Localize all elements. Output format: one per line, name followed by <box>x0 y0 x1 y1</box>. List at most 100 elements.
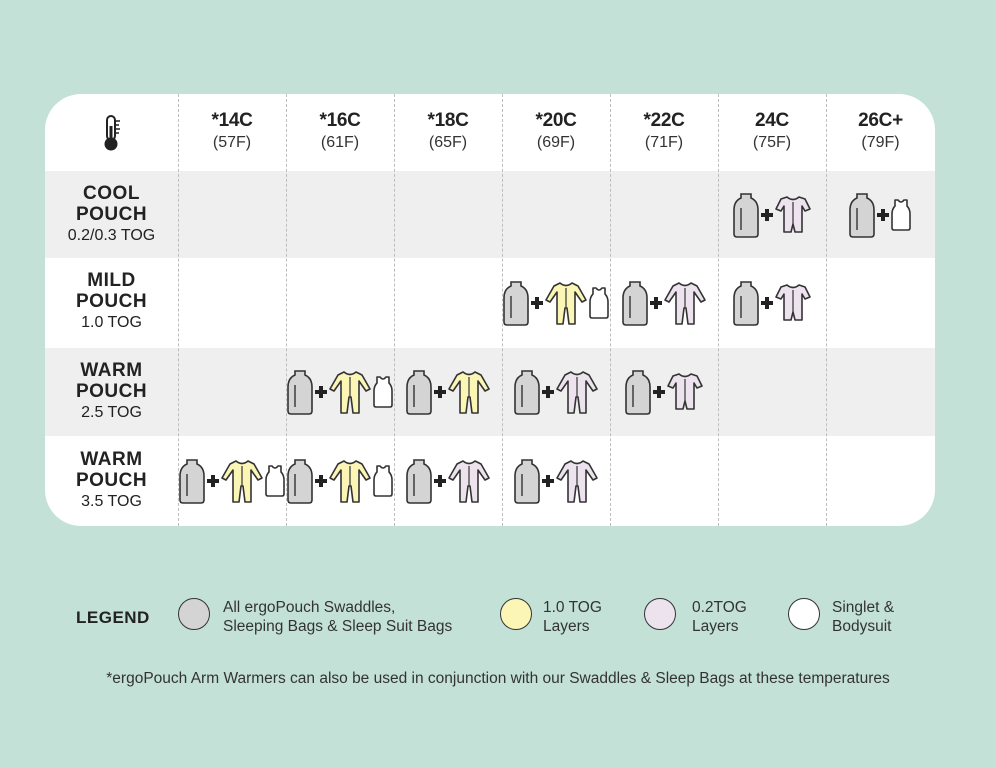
sleeping-bag-icon <box>514 370 540 415</box>
sleep-suit-icon <box>664 282 706 325</box>
row-label-warm-25: WARM POUCH 2.5 TOG <box>45 360 178 424</box>
outfit-cell <box>286 436 394 526</box>
row-tog: 2.5 TOG <box>81 404 142 421</box>
legend-swatch-grey <box>178 598 210 630</box>
column-divider <box>826 94 827 526</box>
romper-icon <box>775 284 811 321</box>
sleep-suit-icon <box>448 460 490 503</box>
outfit-cell <box>286 348 394 436</box>
sleep-suit-icon <box>556 371 598 414</box>
outfit-cell <box>394 436 502 526</box>
row-name: POUCH <box>75 381 148 402</box>
outfit-combo <box>502 458 610 504</box>
row-label-warm-35: WARM POUCH 3.5 TOG <box>45 449 178 513</box>
outfit-combo <box>286 369 394 415</box>
tog-chart-card: *14C (57F) *16C (61F) *18C (65F) *20C (69F) … <box>45 94 935 526</box>
temp-fahrenheit: (79F) <box>861 134 900 151</box>
row-name: POUCH <box>75 470 148 491</box>
temp-fahrenheit: (61F) <box>320 134 360 151</box>
row-name: POUCH <box>75 204 148 225</box>
column-divider <box>502 94 503 526</box>
outfit-combo <box>718 192 826 238</box>
column-divider <box>394 94 395 526</box>
sleeping-bag-icon <box>287 459 313 504</box>
outfit-cell <box>502 258 610 348</box>
sleeping-bag-icon <box>622 281 648 326</box>
sleeping-bag-icon <box>179 459 205 504</box>
sleeping-bag-icon <box>406 459 432 504</box>
sleep-suit-icon <box>329 460 371 503</box>
legend-item-02tog: 0.2TOG Layers <box>692 598 747 636</box>
outfit-combo <box>394 458 502 504</box>
legend-text-line: Singlet & <box>832 599 895 616</box>
outfit-cell <box>718 258 826 348</box>
legend-text-line: Bodysuit <box>832 618 892 635</box>
column-divider <box>610 94 611 526</box>
outfit-cell <box>178 436 286 526</box>
temp-fahrenheit: (75F) <box>752 134 792 151</box>
outfit-combo <box>826 192 934 238</box>
legend-item-bags: All ergoPouch Swaddles, Sleeping Bags & S… <box>223 598 452 636</box>
temperature-header: *14C (57F) *16C (61F) *18C (65F) *20C (69F) … <box>45 94 935 171</box>
legend-text-line: Sleeping Bags & Sleep Suit Bags <box>223 618 453 635</box>
sleep-suit-icon <box>556 460 598 503</box>
singlet-icon <box>891 198 911 231</box>
legend-swatch-lilac <box>644 598 676 630</box>
outfit-combo <box>502 369 610 415</box>
outfit-cell <box>394 348 502 436</box>
outfit-cell <box>610 258 718 348</box>
sleeping-bag-icon <box>625 370 651 415</box>
plus-icon <box>877 208 889 221</box>
temp-celsius: *18C <box>427 110 469 131</box>
outfit-combo <box>718 280 826 326</box>
sleeping-bag-icon <box>514 459 540 504</box>
plus-icon <box>207 475 219 487</box>
outfit-cell <box>826 171 934 258</box>
plus-icon <box>531 297 543 309</box>
legend: LEGEND All ergoPouch Swaddles, Sleeping B… <box>0 596 996 640</box>
temp-col-16: *16C (61F) <box>286 94 394 171</box>
outfit-combo <box>286 458 394 504</box>
sleep-suit-icon <box>545 282 587 325</box>
legend-item-singlet: Singlet & Bodysuit <box>832 598 894 636</box>
legend-swatch-yellow <box>500 598 532 630</box>
plus-icon <box>434 475 446 487</box>
outfit-combo <box>178 458 286 504</box>
legend-item-1tog: 1.0 TOG Layers <box>543 598 602 636</box>
sleeping-bag-icon <box>287 370 313 415</box>
row-warm-pouch-25 <box>45 348 935 436</box>
singlet-icon <box>265 465 285 497</box>
temp-col-18: *18C (65F) <box>394 94 502 171</box>
plus-icon <box>315 475 327 487</box>
plus-icon <box>315 386 327 398</box>
row-name: MILD <box>87 270 136 291</box>
legend-text-line: 0.2TOG <box>692 599 747 616</box>
outfit-combo <box>394 369 502 415</box>
romper-icon <box>667 373 703 410</box>
singlet-icon <box>373 465 393 497</box>
outfit-cell <box>718 171 826 258</box>
row-tog: 1.0 TOG <box>81 314 142 331</box>
legend-text-line: Layers <box>692 618 739 635</box>
outfit-combo <box>610 369 718 415</box>
temp-col-14: *14C (57F) <box>178 94 286 171</box>
sleeping-bag-icon <box>733 192 759 238</box>
temp-celsius: 24C <box>755 110 789 131</box>
column-divider <box>718 94 719 526</box>
column-divider <box>178 94 179 526</box>
outfit-combo <box>502 280 610 326</box>
row-label-cool: COOL POUCH 0.2/0.3 TOG <box>45 183 178 247</box>
temp-celsius: *16C <box>319 110 361 131</box>
temp-fahrenheit: (69F) <box>536 134 576 151</box>
plus-icon <box>761 208 773 221</box>
thermometer-icon <box>101 114 123 157</box>
temp-col-26: 26C+ (79F) <box>826 94 935 171</box>
sleep-suit-icon <box>448 371 490 414</box>
plus-icon <box>650 297 662 309</box>
temp-celsius: *20C <box>535 110 577 131</box>
outfit-combo <box>610 280 718 326</box>
row-name: POUCH <box>75 291 148 312</box>
temp-celsius: *22C <box>643 110 685 131</box>
sleep-suit-icon <box>329 371 371 414</box>
row-tog: 0.2/0.3 TOG <box>67 227 156 244</box>
